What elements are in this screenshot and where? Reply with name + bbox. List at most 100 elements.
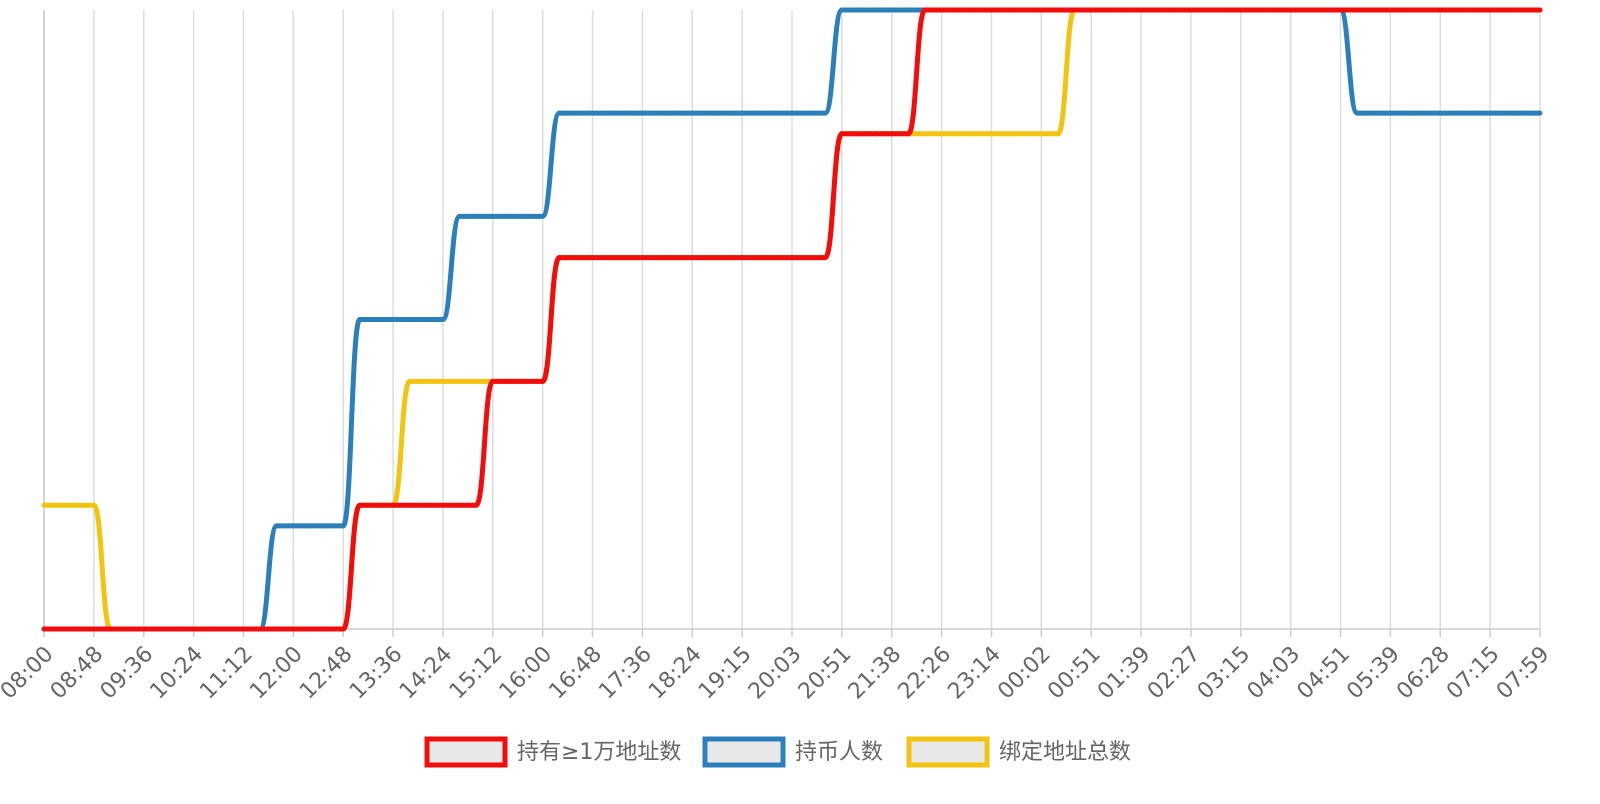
point [1454,110,1460,116]
point [1487,110,1493,116]
point [772,255,778,261]
point [257,626,263,632]
legend-label[interactable]: 绑定地址总数 [999,740,1131,765]
x-tick-label: 12:48 [295,642,358,705]
x-tick-label: 17:36 [594,642,657,705]
point [772,110,778,116]
point [689,255,695,261]
point [1354,110,1360,116]
point [1055,7,1061,13]
point [506,213,512,219]
point [855,131,861,137]
point [1454,7,1460,13]
point [307,626,313,632]
point [1537,7,1543,13]
point [1155,7,1161,13]
x-tick-label: 08:48 [46,642,109,705]
point [889,7,895,13]
point [573,255,579,261]
point [706,255,712,261]
point [390,502,396,508]
point [58,626,64,632]
point [274,626,280,632]
point [789,255,795,261]
point [1471,7,1477,13]
legend-swatch[interactable] [702,736,786,768]
point [939,7,945,13]
point [972,7,978,13]
point [1271,7,1277,13]
point [1354,7,1360,13]
point [457,502,463,508]
point [440,378,446,384]
point [1171,7,1177,13]
legend-label[interactable]: 持币人数 [795,740,883,765]
point [756,110,762,116]
point [623,110,629,116]
point [639,255,645,261]
legend-swatch[interactable] [424,736,508,768]
x-tick-label: 09:36 [96,642,159,705]
point [656,110,662,116]
point [739,110,745,116]
point [324,523,330,529]
point [340,626,346,632]
point [739,255,745,261]
point [1520,7,1526,13]
x-tick-label: 07:59 [1492,642,1555,705]
x-tick-label: 20:03 [744,642,807,705]
point [1288,7,1294,13]
point [905,7,911,13]
point [706,110,712,116]
point [540,213,546,219]
point [490,213,496,219]
point [606,110,612,116]
point [207,626,213,632]
point [1421,110,1427,116]
x-tick-label: 19:15 [694,642,757,705]
point [1304,7,1310,13]
point [1121,7,1127,13]
point [307,523,313,529]
point [1022,131,1028,137]
x-tick-label: 06:28 [1392,642,1455,705]
point [340,523,346,529]
point [91,626,97,632]
x-tick-label: 20:51 [794,642,857,705]
legend-label[interactable]: 持有≥1万地址数 [517,740,681,765]
point [141,626,147,632]
point [1421,7,1427,13]
legend-swatch[interactable] [906,736,990,768]
point [922,131,928,137]
point [822,110,828,116]
point [1088,7,1094,13]
point [839,131,845,137]
point [1072,7,1078,13]
point [407,317,413,322]
point [556,110,562,116]
point [1487,7,1493,13]
point [1387,7,1393,13]
point [905,131,911,137]
point [939,131,945,137]
point [1038,7,1044,13]
point [1038,131,1044,137]
point [390,317,396,322]
point [623,255,629,261]
x-tick-label: 10:24 [146,642,209,705]
point [556,255,562,261]
point [889,131,895,137]
point [1188,7,1194,13]
point [789,110,795,116]
point [407,378,413,384]
point [988,7,994,13]
point [839,7,845,13]
x-tick-label: 11:12 [195,642,258,705]
point [1537,110,1543,116]
point [523,378,529,384]
point [91,502,97,508]
point [756,255,762,261]
x-tick-label: 15:12 [445,642,508,705]
point [290,626,296,632]
